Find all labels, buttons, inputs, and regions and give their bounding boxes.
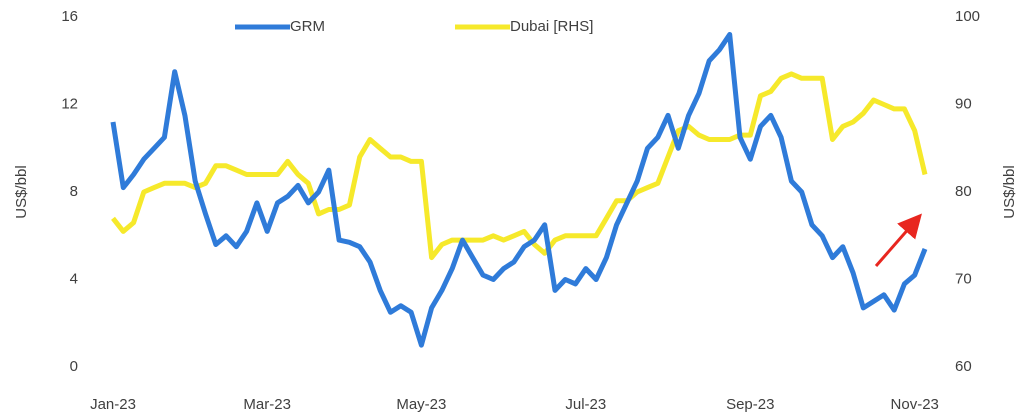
y2-tick-label: 60 (955, 358, 972, 375)
x-tick-label: Nov-23 (891, 396, 939, 413)
annotation-arrow (874, 213, 922, 267)
series-line (110, 32, 928, 348)
x-tick-label: Jan-23 (90, 396, 136, 413)
y2-tick-label: 70 (955, 270, 972, 287)
y-tick-label: 8 (70, 183, 78, 200)
legend-label: GRM (290, 18, 325, 35)
x-tick-label: Mar-23 (243, 396, 291, 413)
series-line (111, 71, 928, 261)
y-tick-label: 0 (70, 358, 78, 375)
x-tick-label: Jul-23 (565, 396, 606, 413)
y-tick-label: 4 (70, 270, 78, 287)
y-tick-label: 12 (61, 95, 78, 112)
x-tick-label: May-23 (396, 396, 446, 413)
y2-axis-label: US$/bbl (1001, 165, 1018, 218)
y2-tick-label: 90 (955, 95, 972, 112)
x-tick-label: Sep-23 (726, 396, 774, 413)
y-tick-label: 16 (61, 8, 78, 25)
y2-tick-label: 80 (955, 183, 972, 200)
legend-label: Dubai [RHS] (510, 18, 593, 35)
y2-tick-label: 100 (955, 8, 980, 25)
y-axis-label: US$/bbl (13, 165, 30, 218)
